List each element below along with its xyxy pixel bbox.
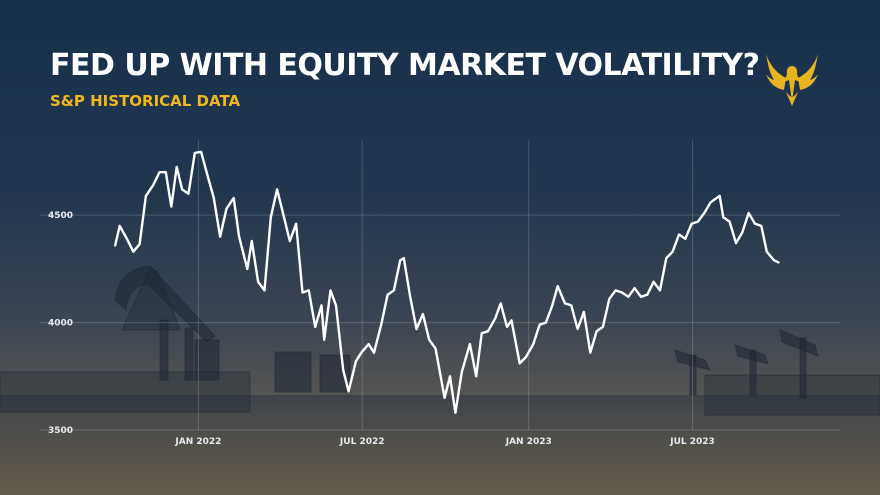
slide-title: FED UP WITH EQUITY MARKET VOLATILITY?	[50, 48, 760, 83]
x-tick-label: JAN 2022	[174, 437, 221, 447]
y-tick-label: 3500	[48, 426, 73, 436]
y-tick-label: 4500	[48, 211, 73, 221]
x-tick-label: JUL 2023	[669, 437, 715, 447]
slide-subtitle: S&P HISTORICAL DATA	[50, 92, 241, 110]
x-tick-label: JUL 2022	[339, 437, 385, 447]
eagle-icon	[766, 54, 818, 106]
x-tick-label: JAN 2023	[505, 437, 552, 447]
sp500-price-line	[114, 150, 780, 414]
y-tick-label: 4000	[48, 319, 73, 329]
